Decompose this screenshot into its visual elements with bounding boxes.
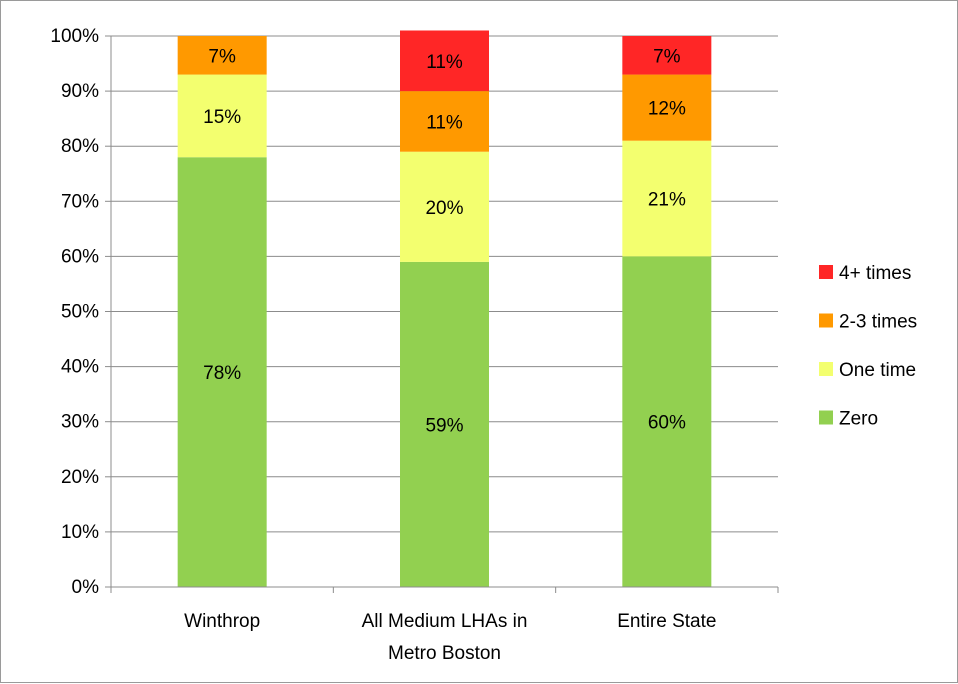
legend-label: 4+ times [839, 263, 911, 284]
legend-label: 2-3 times [839, 312, 917, 333]
y-tick-label: 70% [61, 191, 99, 212]
bar-segment-zero [400, 261, 489, 587]
data-label: 21% [648, 190, 686, 211]
legend-swatch [819, 410, 833, 425]
bar-segment-one-time [177, 74, 267, 158]
y-tick-label: 40% [61, 357, 99, 378]
y-tick-label: 0% [72, 577, 100, 598]
data-label: 7% [653, 46, 681, 67]
y-tick-label: 10% [61, 522, 99, 543]
bar-segment-zero [177, 157, 267, 587]
legend-swatch [819, 362, 833, 376]
x-category-label: Metro Boston [388, 643, 501, 664]
bar-segment-4-times [400, 30, 489, 92]
legend-label: Zero [839, 409, 878, 430]
legend-swatch [819, 265, 833, 279]
y-tick-label: 30% [61, 412, 99, 433]
data-label: 7% [208, 46, 236, 67]
y-tick-label: 20% [61, 467, 99, 488]
bar-segment-one-time [622, 140, 712, 257]
bar-segment-2-3-times [177, 36, 267, 75]
data-label: 78% [203, 363, 241, 384]
data-label: 59% [425, 415, 463, 436]
data-label: 60% [648, 413, 686, 434]
data-label: 12% [648, 99, 686, 120]
bar-segment-zero [622, 256, 712, 587]
y-tick-label: 90% [61, 81, 99, 102]
y-tick-label: 80% [61, 136, 99, 157]
x-category-label: All Medium LHAs in [362, 611, 528, 632]
data-label: 15% [203, 107, 241, 128]
x-category-label: Entire State [617, 611, 716, 632]
bar-segment-4-times [622, 36, 712, 75]
y-tick-label: 100% [50, 26, 99, 47]
bar-segment-2-3-times [622, 74, 712, 141]
legend-swatch [819, 313, 833, 328]
data-label: 11% [426, 112, 463, 133]
y-tick-label: 60% [61, 246, 99, 267]
legend-label: One time [839, 360, 916, 381]
data-label: 20% [425, 198, 463, 219]
x-category-label: Winthrop [184, 611, 260, 632]
data-label: 11% [426, 52, 463, 73]
y-tick-label: 50% [61, 302, 99, 323]
bar-segment-2-3-times [400, 91, 489, 152]
bar-segment-one-time [400, 151, 489, 262]
